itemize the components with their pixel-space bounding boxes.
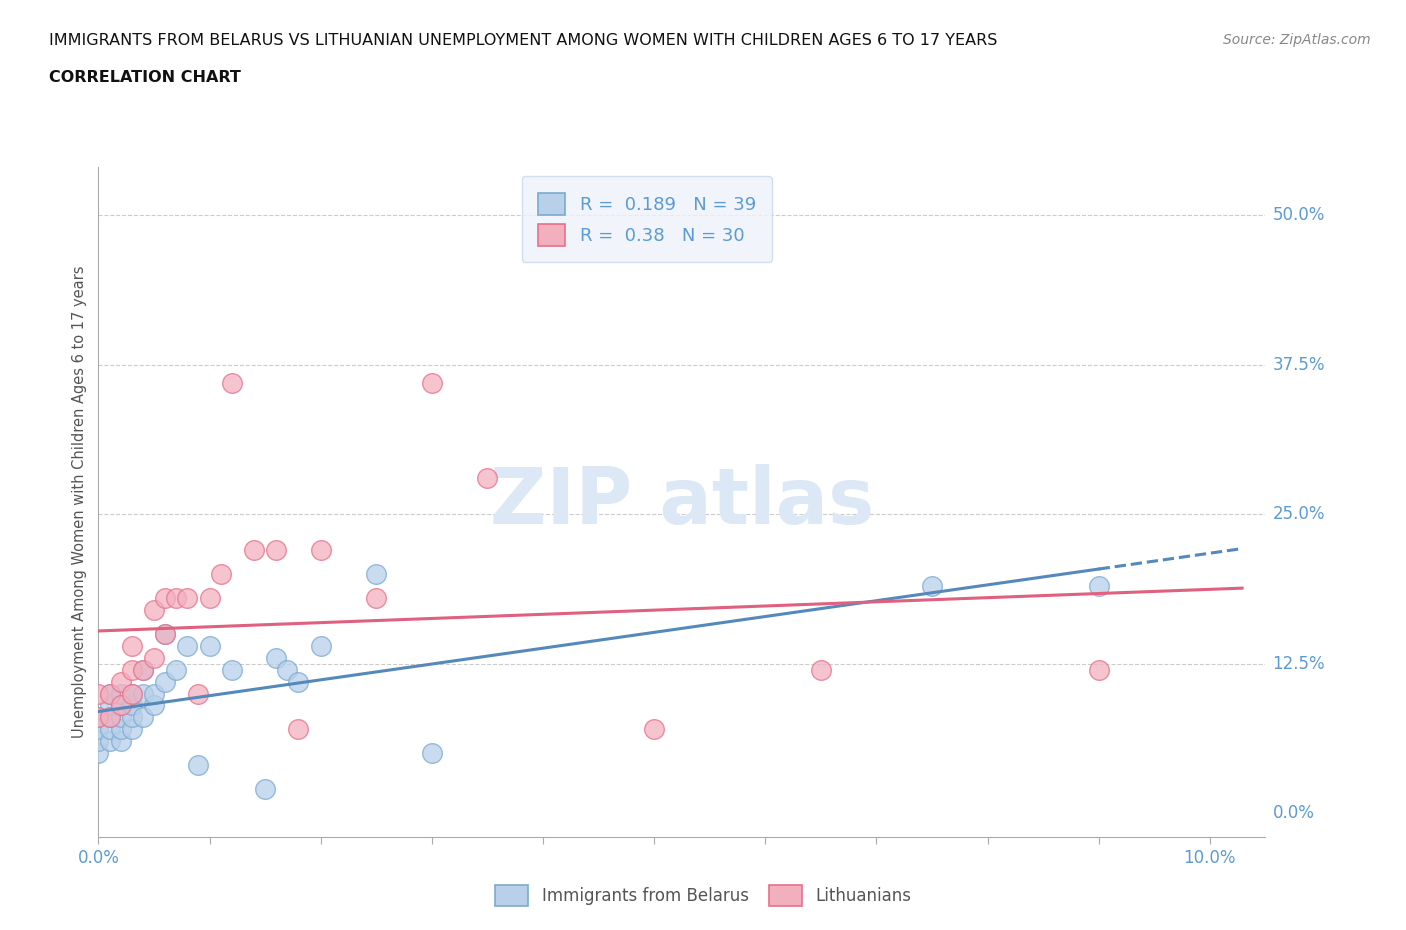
Point	[87, 686, 110, 701]
Point	[98, 710, 121, 724]
Point	[121, 686, 143, 701]
Point	[121, 710, 143, 724]
Point	[254, 782, 277, 797]
Point	[87, 734, 110, 749]
Point	[221, 375, 243, 390]
Point	[165, 662, 187, 677]
Text: 12.5%: 12.5%	[1272, 655, 1324, 672]
Point	[110, 674, 132, 689]
Point	[153, 674, 176, 689]
Point	[121, 638, 143, 653]
Point	[87, 710, 110, 724]
Point	[121, 686, 143, 701]
Text: 50.0%: 50.0%	[1272, 206, 1324, 224]
Point	[276, 662, 298, 677]
Point	[477, 471, 499, 485]
Point	[87, 722, 110, 737]
Point	[176, 638, 198, 653]
Point	[209, 566, 232, 581]
Point	[165, 591, 187, 605]
Point	[87, 746, 110, 761]
Point	[176, 591, 198, 605]
Point	[132, 662, 155, 677]
Point	[221, 662, 243, 677]
Point	[153, 591, 176, 605]
Point	[132, 710, 155, 724]
Point	[110, 686, 132, 701]
Point	[309, 542, 332, 557]
Point	[1087, 662, 1109, 677]
Point	[810, 662, 832, 677]
Point	[153, 626, 176, 641]
Point	[98, 710, 121, 724]
Point	[132, 686, 155, 701]
Text: 37.5%: 37.5%	[1272, 355, 1324, 374]
Point	[198, 638, 221, 653]
Point	[110, 698, 132, 713]
Point	[420, 375, 443, 390]
Text: Source: ZipAtlas.com: Source: ZipAtlas.com	[1223, 33, 1371, 46]
Point	[132, 662, 155, 677]
Text: IMMIGRANTS FROM BELARUS VS LITHUANIAN UNEMPLOYMENT AMONG WOMEN WITH CHILDREN AGE: IMMIGRANTS FROM BELARUS VS LITHUANIAN UN…	[49, 33, 998, 47]
Point	[98, 734, 121, 749]
Point	[121, 698, 143, 713]
Text: ZIP atlas: ZIP atlas	[489, 464, 875, 540]
Text: CORRELATION CHART: CORRELATION CHART	[49, 70, 240, 85]
Point	[110, 734, 132, 749]
Point	[366, 566, 388, 581]
Point	[264, 542, 287, 557]
Point	[420, 746, 443, 761]
Point	[110, 710, 132, 724]
Point	[110, 698, 132, 713]
Text: 0.0%: 0.0%	[1272, 804, 1315, 822]
Point	[921, 578, 943, 593]
Point	[264, 650, 287, 665]
Point	[98, 686, 121, 701]
Point	[87, 710, 110, 724]
Point	[110, 722, 132, 737]
Point	[198, 591, 221, 605]
Point	[287, 674, 309, 689]
Point	[143, 686, 166, 701]
Point	[643, 722, 665, 737]
Point	[187, 758, 209, 773]
Point	[121, 722, 143, 737]
Point	[309, 638, 332, 653]
Legend: R =  0.189   N = 39, R =  0.38   N = 30: R = 0.189 N = 39, R = 0.38 N = 30	[522, 177, 772, 262]
Point	[143, 603, 166, 618]
Point	[98, 686, 121, 701]
Point	[366, 591, 388, 605]
Point	[1087, 578, 1109, 593]
Point	[187, 686, 209, 701]
Text: 25.0%: 25.0%	[1272, 505, 1324, 524]
Point	[98, 722, 121, 737]
Point	[143, 698, 166, 713]
Point	[153, 626, 176, 641]
Point	[143, 650, 166, 665]
Point	[243, 542, 266, 557]
Point	[287, 722, 309, 737]
Y-axis label: Unemployment Among Women with Children Ages 6 to 17 years: Unemployment Among Women with Children A…	[72, 266, 87, 738]
Point	[121, 662, 143, 677]
Point	[98, 698, 121, 713]
Legend: Immigrants from Belarus, Lithuanians: Immigrants from Belarus, Lithuanians	[488, 879, 918, 912]
